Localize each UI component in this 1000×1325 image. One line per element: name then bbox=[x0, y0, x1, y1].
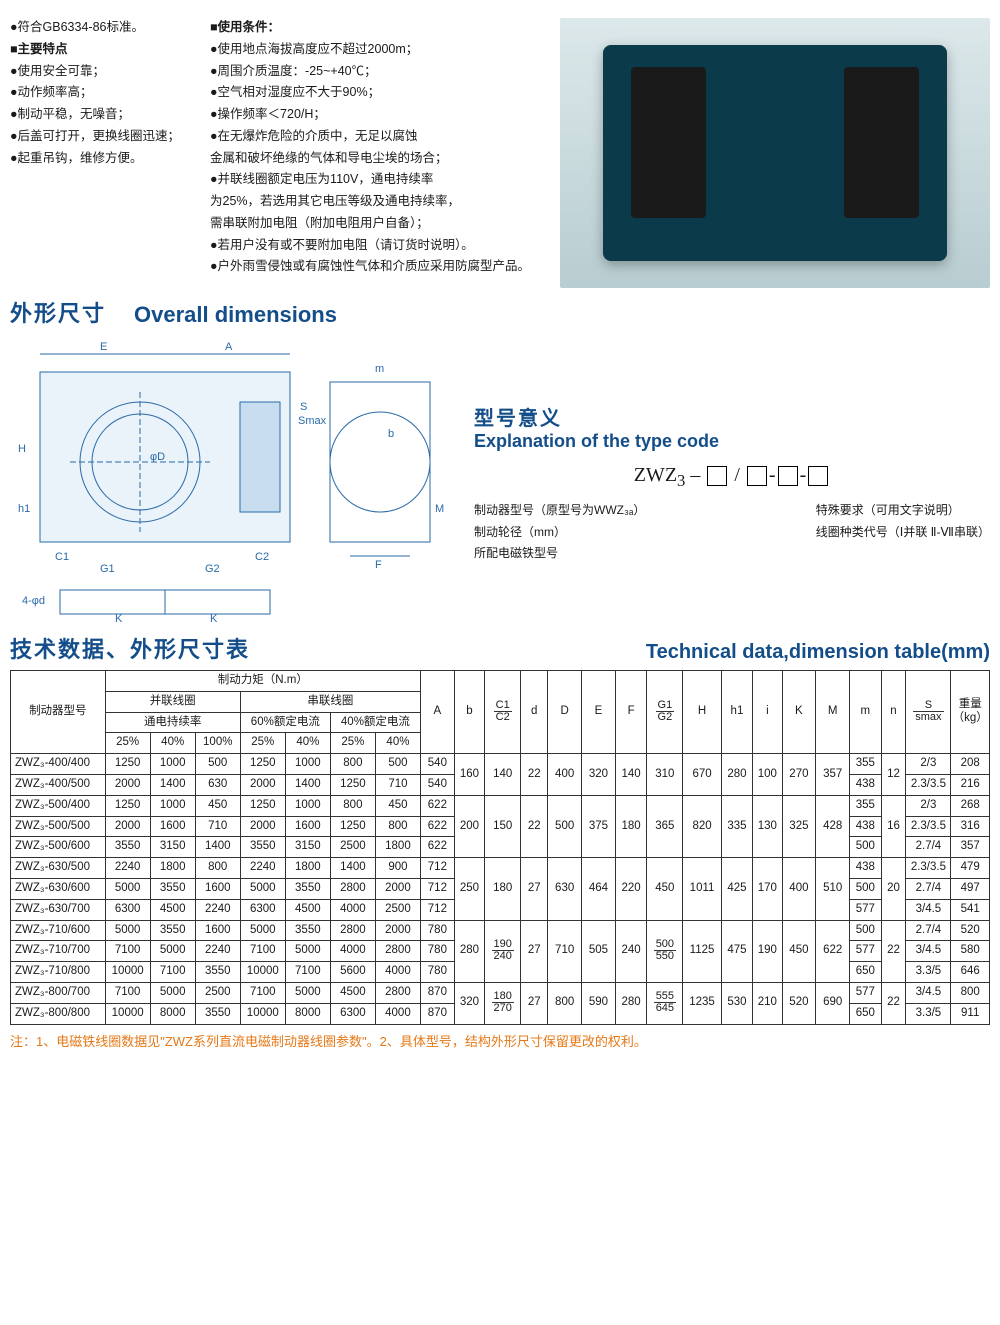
spec-line: ●户外雨雪侵蚀或有腐蚀性气体和介质应采用防腐型产品。 bbox=[210, 257, 540, 276]
svg-text:C2: C2 bbox=[255, 551, 269, 563]
svg-text:M: M bbox=[435, 503, 444, 515]
svg-text:G2: G2 bbox=[205, 563, 220, 575]
spec-line: ●空气相对湿度应不大于90%； bbox=[210, 83, 540, 102]
typecode-heading-zh: 型号意义 bbox=[474, 402, 990, 431]
svg-text:C1: C1 bbox=[55, 551, 69, 563]
technical-drawing: E A m M b S Smax H h1 φD bbox=[10, 332, 450, 622]
typecode-label: 制动轮径（mm） bbox=[474, 525, 645, 541]
svg-text:Smax: Smax bbox=[298, 415, 327, 427]
svg-text:H: H bbox=[18, 443, 26, 455]
spec-line: 需串联附加电阻（附加电阻用户自备）； bbox=[210, 214, 540, 233]
svg-text:G1: G1 bbox=[100, 563, 115, 575]
spec-line: ●使用地点海拔高度应不超过2000m； bbox=[210, 40, 540, 59]
spec-line: ●后盖可打开，更换线圈迅速； bbox=[10, 127, 190, 146]
dimensions-heading-en: Overall dimensions bbox=[134, 302, 337, 328]
table-row: ZWZ₃-800/7007100500025007100500045002800… bbox=[11, 982, 990, 1003]
svg-text:F: F bbox=[375, 559, 382, 571]
techdata-heading-zh: 技术数据、外形尺寸表 bbox=[10, 632, 250, 664]
table-row: ZWZ₃-710/6005000355016005000355028002000… bbox=[11, 920, 990, 941]
spec-line: ■使用条件： bbox=[210, 18, 540, 37]
svg-text:b: b bbox=[388, 428, 394, 440]
typecode-label: 所配电磁铁型号 bbox=[474, 546, 645, 562]
table-row: ZWZ₃-400/4001250100050012501000800500540… bbox=[11, 754, 990, 775]
specs-right-column: ■使用条件： ●使用地点海拔高度应不超过2000m； ●周围介质温度：-25~+40… bbox=[210, 18, 540, 288]
typecode-right-labels: 特殊要求（可用文字说明） 线圈种类代号（Ⅰ并联 Ⅱ-Ⅶ串联） bbox=[816, 497, 990, 568]
spec-line: ●若用户没有或不要附加电阻（请订货时说明）。 bbox=[210, 236, 540, 255]
footnote-text: 注：1、电磁铁线圈数据见"ZWZ系列直流电磁制动器线圈参数"。2、具体型号，结构… bbox=[10, 1031, 990, 1050]
specs-left-column: ●符合GB6334-86标准。 ■主要特点 ●使用安全可靠； ●动作频率高； ●制动平稳… bbox=[10, 18, 190, 288]
spec-line: ■主要特点 bbox=[10, 40, 190, 59]
spec-line: 为25%，若选用其它电压等级及通电持续率， bbox=[210, 192, 540, 211]
typecode-label: 特殊要求（可用文字说明） bbox=[816, 503, 990, 519]
table-row: ZWZ₃-630/5002240180080022401800140090071… bbox=[11, 858, 990, 879]
typecode-section: 型号意义 Explanation of the type code ZWZ3 –… bbox=[474, 332, 990, 622]
typecode-label: 线圈种类代号（Ⅰ并联 Ⅱ-Ⅶ串联） bbox=[816, 525, 990, 541]
svg-text:E: E bbox=[100, 341, 107, 353]
spec-line: ●符合GB6334-86标准。 bbox=[10, 18, 190, 37]
spec-line: ●动作频率高； bbox=[10, 83, 190, 102]
table-row: ZWZ₃-500/4001250100045012501000800450622… bbox=[11, 795, 990, 816]
svg-text:φD: φD bbox=[150, 451, 165, 463]
product-photo bbox=[560, 18, 990, 288]
typecode-heading-en: Explanation of the type code bbox=[474, 431, 990, 452]
spec-line: 金属和破坏绝缘的气体和导电尘埃的场合； bbox=[210, 149, 540, 168]
spec-line: ●并联线圈额定电压为110V，通电持续率 bbox=[210, 170, 540, 189]
svg-text:m: m bbox=[375, 363, 384, 375]
spec-line: ●制动平稳，无噪音； bbox=[10, 105, 190, 124]
typecode-left-labels: 制动器型号（原型号为WWZ₃ₐ） 制动轮径（mm） 所配电磁铁型号 bbox=[474, 497, 645, 568]
spec-line: ●在无爆炸危险的介质中，无足以腐蚀 bbox=[210, 127, 540, 146]
spec-line: ●周围介质温度：-25~+40℃； bbox=[210, 62, 540, 81]
svg-text:A: A bbox=[225, 341, 233, 353]
typecode-label: 制动器型号（原型号为WWZ₃ₐ） bbox=[474, 503, 645, 519]
techdata-heading-en: Technical data,dimension table(mm) bbox=[646, 641, 990, 664]
spec-line: ●起重吊钩，维修方便。 bbox=[10, 149, 190, 168]
typecode-formula: ZWZ3 – / -- bbox=[474, 464, 990, 491]
svg-text:h1: h1 bbox=[18, 503, 30, 515]
svg-text:K: K bbox=[115, 613, 123, 622]
svg-text:S: S bbox=[300, 401, 307, 413]
dimensions-heading-zh: 外形尺寸 bbox=[10, 296, 106, 328]
svg-text:4-φd: 4-φd bbox=[22, 595, 45, 607]
svg-text:K: K bbox=[210, 613, 218, 622]
spec-line: ●使用安全可靠； bbox=[10, 62, 190, 81]
technical-data-table: 制动器型号制动力矩（N.m）AbC1C2dDEFG1G2Hh1iKMmnSsma… bbox=[10, 670, 990, 1025]
spec-line: ●操作频率＜720/H； bbox=[210, 105, 540, 124]
